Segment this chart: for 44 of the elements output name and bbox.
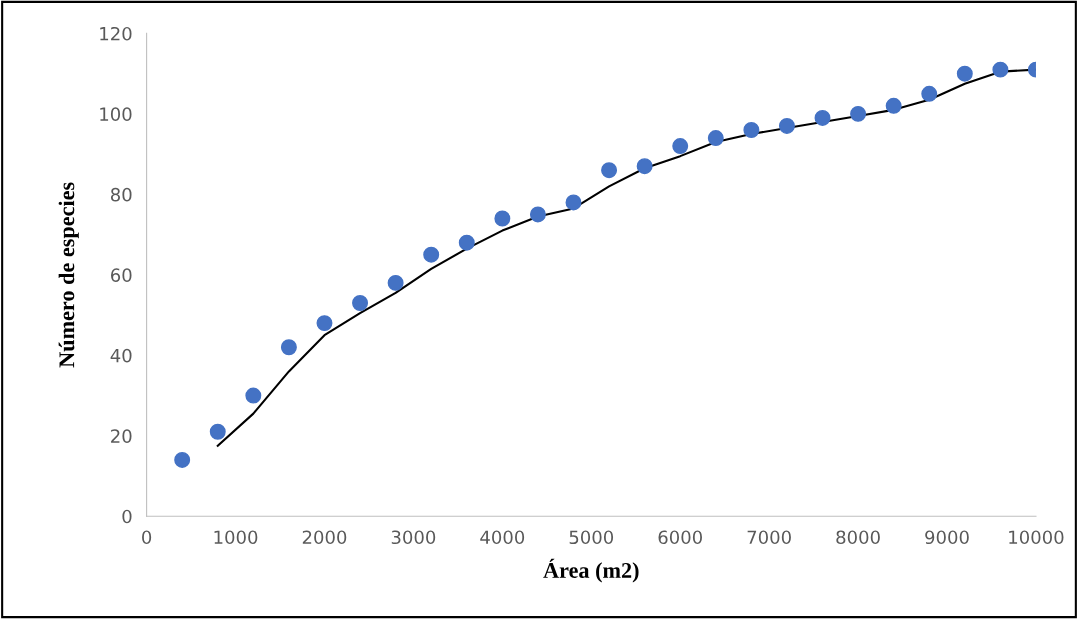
y-tick-label: 0 xyxy=(122,509,132,524)
x-tick-label: 6000 xyxy=(658,530,702,545)
point xyxy=(494,210,511,227)
point xyxy=(209,423,226,440)
point xyxy=(458,234,475,251)
point xyxy=(174,451,191,468)
y-tick-label: 80 xyxy=(110,187,132,202)
point xyxy=(778,117,795,134)
point xyxy=(636,158,653,175)
point xyxy=(565,194,582,211)
x-tick-label: 8000 xyxy=(836,530,880,545)
x-axis-title: Área (m2) xyxy=(543,558,639,583)
point xyxy=(387,274,404,291)
point xyxy=(601,162,618,179)
point xyxy=(352,295,369,311)
point xyxy=(885,97,902,114)
point xyxy=(280,339,297,356)
y-tick-label: 120 xyxy=(100,26,132,41)
point xyxy=(529,206,546,223)
point xyxy=(316,315,333,332)
point xyxy=(245,387,262,404)
point xyxy=(992,61,1009,78)
x-tick-label: 4000 xyxy=(480,530,525,545)
point xyxy=(672,138,689,155)
x-tick-label: 0 xyxy=(142,530,152,545)
point xyxy=(921,85,938,102)
x-tick-label: 3000 xyxy=(391,530,436,545)
y-tick-label: 100 xyxy=(100,107,132,122)
point xyxy=(814,109,831,126)
x-tick-label: 5000 xyxy=(569,530,614,545)
y-tick-label: 60 xyxy=(111,268,132,282)
x-tick-label: 10000 xyxy=(1009,530,1064,545)
y-axis-title: Número de especies xyxy=(58,182,79,368)
y-tick-label: 20 xyxy=(111,429,132,443)
point xyxy=(956,65,973,82)
point xyxy=(423,246,440,263)
y-tick-label: 40 xyxy=(110,348,132,363)
x-tick-label: 2000 xyxy=(302,530,347,545)
point xyxy=(707,130,724,147)
x-tick-label: 7000 xyxy=(747,530,791,545)
x-tick-label: 1000 xyxy=(214,530,258,545)
point xyxy=(850,105,867,122)
x-tick-label: 9000 xyxy=(925,530,969,545)
point xyxy=(743,122,760,138)
